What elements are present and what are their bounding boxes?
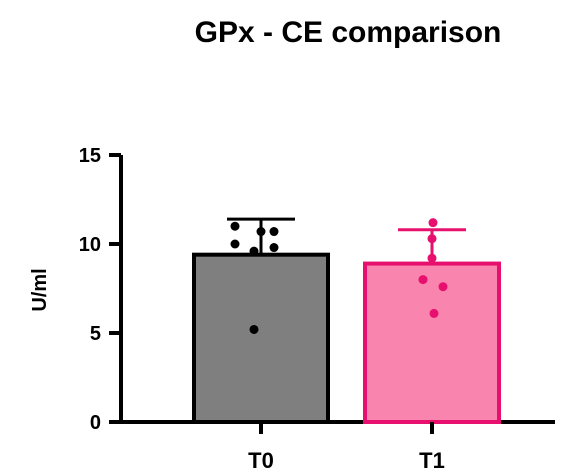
data-point-t0 [230, 239, 240, 249]
data-point-t0 [256, 227, 266, 237]
x-axis-categories: T0 T1 [248, 422, 445, 473]
data-point-t1 [418, 275, 428, 285]
data-point-t1 [427, 234, 437, 244]
data-point-t0 [269, 243, 279, 253]
data-point-t0 [249, 324, 259, 334]
y-tick-label: 15 [79, 145, 101, 167]
bar-t0 [192, 252, 330, 424]
data-point-t1 [427, 253, 437, 263]
y-axis-label: U/ml [29, 268, 51, 311]
data-point-t1 [428, 218, 438, 228]
y-axis-ticks: 0 5 10 15 [79, 145, 121, 434]
bar-t1 [363, 261, 501, 424]
y-tick-label: 10 [79, 234, 101, 256]
data-point-t1 [438, 282, 448, 292]
y-tick-label: 5 [90, 323, 101, 345]
data-point-t0 [269, 227, 279, 237]
data-point-t0 [230, 221, 240, 231]
bars [192, 252, 501, 424]
data-points [230, 218, 448, 334]
chart-title: GPx - CE comparison [195, 16, 502, 49]
x-category-label: T1 [419, 448, 445, 473]
data-point-t1 [429, 308, 439, 318]
x-category-label: T0 [248, 448, 274, 473]
data-point-t0 [249, 246, 259, 256]
y-tick-label: 0 [90, 412, 101, 434]
